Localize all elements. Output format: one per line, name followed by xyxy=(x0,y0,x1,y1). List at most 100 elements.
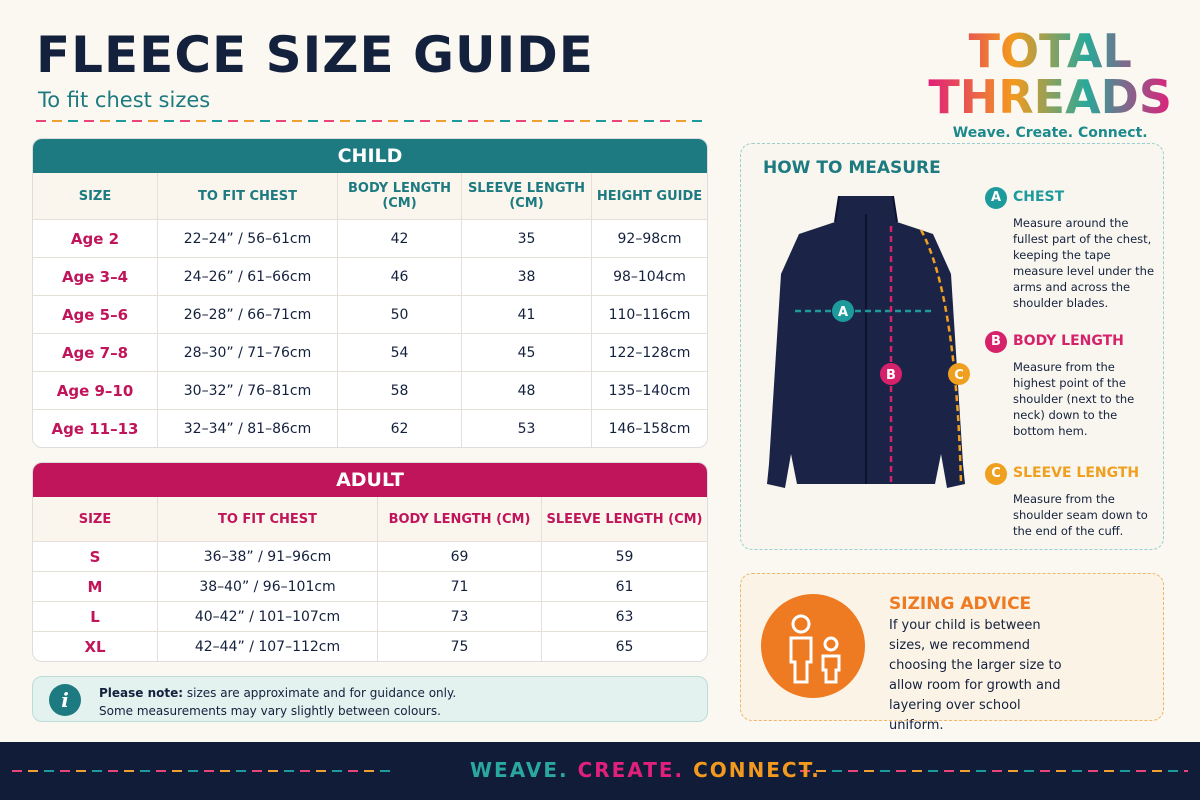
table-cell: 62 xyxy=(337,410,461,447)
column-header: TO FIT CHEST xyxy=(157,497,377,541)
column-header: BODY LENGTH (CM) xyxy=(337,173,461,219)
diagram-letter: B xyxy=(886,368,896,383)
table-cell: 53 xyxy=(461,410,591,447)
note: i Please note: sizes are approximate and… xyxy=(32,676,708,722)
item-title: SLEEVE LENGTH xyxy=(1013,465,1140,481)
table-cell: 75 xyxy=(377,632,541,661)
table-cell: Age 5–6 xyxy=(61,305,129,324)
family-icon xyxy=(761,594,865,698)
table-row: Age 7–8 28–30” / 71–76cm 54 45 122–128cm xyxy=(33,333,707,371)
item-head: A CHEST xyxy=(985,186,1155,209)
footer-word: WEAVE. xyxy=(470,758,569,782)
table-cell: 110–116cm xyxy=(591,296,707,333)
column-header: BODY LENGTH (CM) xyxy=(377,497,541,541)
divider xyxy=(12,770,392,772)
column-header: SIZE xyxy=(33,173,157,219)
table-cell: 36–38” / 91–96cm xyxy=(157,542,377,571)
table-cell: 50 xyxy=(337,296,461,333)
table-cell: 92–98cm xyxy=(591,220,707,257)
measure-item: C SLEEVE LENGTH Measure from the shoulder … xyxy=(985,462,1155,539)
footer-word: CONNECT. xyxy=(693,758,821,782)
table-cell: 46 xyxy=(337,258,461,295)
item-title: BODY LENGTH xyxy=(1013,333,1124,349)
table-cell: M xyxy=(87,577,103,596)
adult-table: ADULT SIZE TO FIT CHEST BODY LENGTH (CM) SLE… xyxy=(32,462,708,662)
table-cell: L xyxy=(90,607,100,626)
item-letter: B xyxy=(985,331,1007,353)
item-title: CHEST xyxy=(1013,189,1065,205)
brand-tagline: Weave. Create. Connect. xyxy=(952,125,1148,141)
child-table: CHILD SIZE TO FIT CHEST BODY LENGTH (CM) SLE… xyxy=(32,138,708,448)
table-cell: 32–34” / 81–86cm xyxy=(157,410,337,447)
table-cell: 54 xyxy=(337,334,461,371)
note-bold: Please note: xyxy=(99,686,184,700)
table-cell: 63 xyxy=(541,602,707,631)
table-cell: 38 xyxy=(461,258,591,295)
advice-text: If your child is between sizes, we recom… xyxy=(889,618,1062,733)
table-title: CHILD xyxy=(33,139,707,173)
table-row: S 36–38” / 91–96cm 69 59 xyxy=(33,541,707,571)
how-to-measure: HOW TO MEASURE A B C A CHEST Measure aroun… xyxy=(740,143,1164,550)
table-cell: 30–32” / 76–81cm xyxy=(157,372,337,409)
table-cell: 73 xyxy=(377,602,541,631)
note-text: Some measurements may vary slightly betw… xyxy=(99,704,441,718)
brand: TOTAL THREADS Weave. Create. Connect. xyxy=(928,28,1172,140)
table-cell: 45 xyxy=(461,334,591,371)
table-cell: 35 xyxy=(461,220,591,257)
table-title: ADULT xyxy=(33,463,707,497)
footer-tagline: WEAVE. CREATE. CONNECT. xyxy=(470,758,821,782)
table-cell: Age 11–13 xyxy=(51,419,139,438)
sleeve-arrow xyxy=(919,229,963,485)
table-cell: 146–158cm xyxy=(591,410,707,447)
table-cell: 65 xyxy=(541,632,707,661)
note-text: sizes are approximate and for guidance o… xyxy=(183,686,457,700)
item-text: Measure from the highest point of the sh… xyxy=(1013,360,1135,438)
column-header: TO FIT CHEST xyxy=(157,173,337,219)
table-row: Age 9–10 30–32” / 76–81cm 58 48 135–140cm xyxy=(33,371,707,409)
item-text: Measure from the shoulder seam down to t… xyxy=(1013,492,1148,538)
footer-word: CREATE. xyxy=(577,758,685,782)
table-cell: XL xyxy=(84,637,106,656)
item-head: C SLEEVE LENGTH xyxy=(985,462,1155,485)
table-cell: 40–42” / 101–107cm xyxy=(157,602,377,631)
table-cell: Age 7–8 xyxy=(61,343,129,362)
table-row: Age 2 22–24” / 56–61cm 42 35 92–98cm xyxy=(33,219,707,257)
panel-title: SIZING ADVICE xyxy=(889,594,1032,614)
diagram-letter: A xyxy=(838,305,848,320)
table-cell: 38–40” / 96–101cm xyxy=(157,572,377,601)
table-cell: 98–104cm xyxy=(591,258,707,295)
item-letter: C xyxy=(985,463,1007,485)
brand-line: THREADS xyxy=(928,70,1172,124)
panel-title: HOW TO MEASURE xyxy=(763,158,941,178)
item-head: B BODY LENGTH xyxy=(985,330,1155,353)
sizing-advice: SIZING ADVICE If your child is between s… xyxy=(740,573,1164,733)
table-cell: 41 xyxy=(461,296,591,333)
jacket-diagram: A B C xyxy=(767,195,970,488)
diagram-letter: C xyxy=(954,368,964,383)
table-cell: 22–24” / 56–61cm xyxy=(157,220,337,257)
table-cell: Age 9–10 xyxy=(56,381,134,400)
info-icon: i xyxy=(49,684,81,716)
table-cell: 69 xyxy=(377,542,541,571)
title: FLEECE SIZE GUIDE xyxy=(36,26,594,84)
table-cell: 28–30” / 71–76cm xyxy=(157,334,337,371)
table-cell: 42 xyxy=(337,220,461,257)
table-row: L 40–42” / 101–107cm 73 63 xyxy=(33,601,707,631)
table-cell: 26–28” / 66–71cm xyxy=(157,296,337,333)
table-cell: 58 xyxy=(337,372,461,409)
measure-item: A CHEST Measure around the fullest part of… xyxy=(985,186,1155,311)
brand-line: TOTAL xyxy=(928,28,1172,74)
table-cell: 135–140cm xyxy=(591,372,707,409)
table-cell: 42–44” / 107–112cm xyxy=(157,632,377,661)
table-cell: Age 3–4 xyxy=(61,267,129,286)
table-cell: 61 xyxy=(541,572,707,601)
item-text: Measure around the fullest part of the c… xyxy=(1013,216,1155,310)
header-row: SIZE TO FIT CHEST BODY LENGTH (CM) SLEEVE L… xyxy=(33,497,707,541)
divider xyxy=(800,770,1188,772)
item-letter: A xyxy=(985,187,1007,209)
table-cell: Age 2 xyxy=(70,229,120,248)
table-row: Age 5–6 26–28” / 66–71cm 50 41 110–116cm xyxy=(33,295,707,333)
table-row: Age 3–4 24–26” / 61–66cm 46 38 98–104cm xyxy=(33,257,707,295)
measure-item: B BODY LENGTH Measure from the highest poi… xyxy=(985,330,1155,439)
